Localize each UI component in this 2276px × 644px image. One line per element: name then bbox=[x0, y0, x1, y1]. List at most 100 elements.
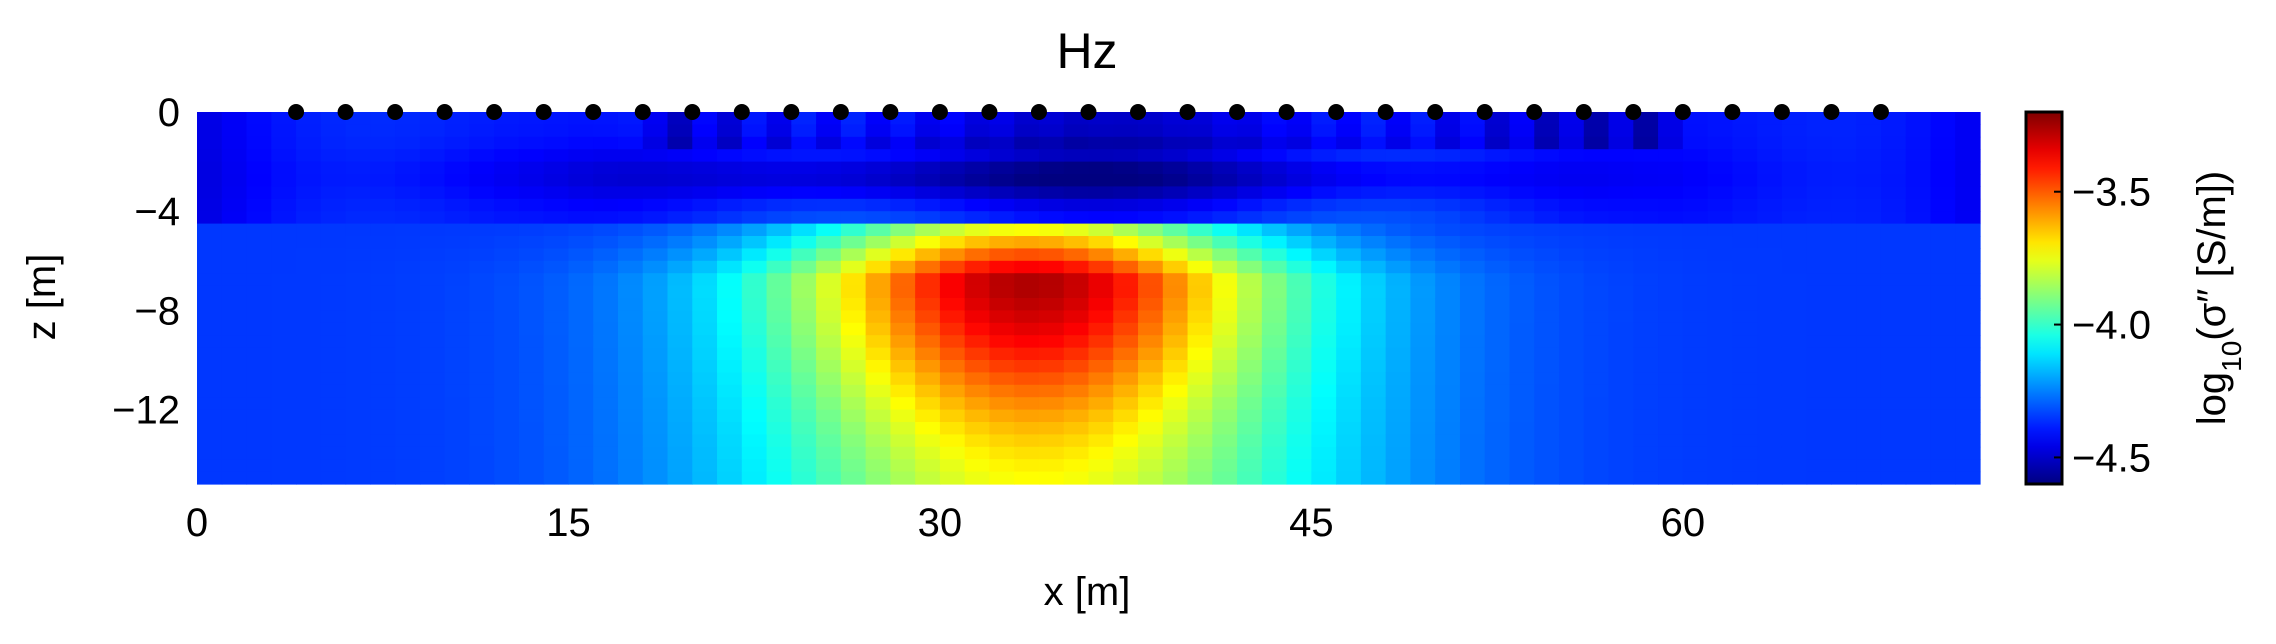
heatmap-cell bbox=[221, 285, 248, 299]
heatmap-cell bbox=[1385, 285, 1412, 299]
heatmap-cell bbox=[221, 409, 248, 423]
heatmap-cell bbox=[915, 149, 941, 163]
heatmap-cell bbox=[1385, 459, 1412, 473]
heatmap-cell bbox=[469, 434, 495, 448]
heatmap-cell bbox=[1360, 174, 1387, 187]
heatmap-cell bbox=[197, 248, 223, 262]
heatmap-cell bbox=[1360, 422, 1387, 435]
heatmap-cell bbox=[816, 434, 842, 448]
heatmap-cell bbox=[1113, 298, 1139, 311]
heatmap-cell bbox=[518, 335, 545, 349]
heatmap-cell bbox=[494, 285, 520, 299]
heatmap-cell bbox=[1583, 471, 1610, 485]
heatmap-cell bbox=[1237, 422, 1263, 435]
heatmap-cell bbox=[816, 459, 842, 473]
heatmap-cell bbox=[1880, 422, 1907, 435]
heatmap-cell bbox=[1608, 298, 1634, 311]
heatmap-cell bbox=[271, 273, 297, 287]
heatmap-cell bbox=[469, 186, 495, 200]
heatmap-cell bbox=[1336, 223, 1362, 237]
heatmap-cell bbox=[1559, 211, 1585, 225]
heatmap-cell bbox=[1608, 149, 1634, 163]
heatmap-cell bbox=[1880, 198, 1907, 212]
heatmap-cell bbox=[667, 372, 693, 386]
heatmap-cell bbox=[617, 223, 644, 237]
heatmap-cell bbox=[1435, 335, 1461, 349]
heatmap-cell bbox=[1410, 422, 1436, 435]
heatmap-cell bbox=[989, 211, 1015, 225]
heatmap-cell bbox=[271, 186, 297, 200]
heatmap-cell bbox=[320, 223, 347, 237]
heatmap-cell bbox=[1237, 397, 1263, 411]
heatmap-cell bbox=[1509, 446, 1535, 460]
heatmap-cell bbox=[221, 397, 248, 411]
heatmap-cell bbox=[1410, 161, 1436, 175]
heatmap-cell bbox=[296, 136, 322, 150]
heatmap-cell bbox=[1905, 446, 1932, 460]
heatmap-cell bbox=[1459, 236, 1486, 249]
heatmap-cell bbox=[494, 360, 520, 373]
heatmap-cell bbox=[271, 136, 297, 150]
heatmap-cell bbox=[1534, 298, 1560, 311]
heatmap-cell bbox=[1633, 223, 1659, 237]
heatmap-cell bbox=[419, 459, 446, 473]
heatmap-cell bbox=[791, 174, 817, 187]
heatmap-cell bbox=[1138, 285, 1164, 299]
heatmap-cell bbox=[1063, 198, 1090, 212]
heatmap-cell bbox=[1658, 372, 1684, 386]
heatmap-cell bbox=[1880, 149, 1907, 163]
heatmap-cell bbox=[667, 236, 693, 249]
colorbar-gradient bbox=[2024, 110, 2064, 486]
heatmap-cell bbox=[1459, 409, 1486, 423]
heatmap-cell bbox=[1682, 347, 1709, 361]
heatmap-cell bbox=[1162, 434, 1189, 448]
heatmap-cell bbox=[964, 273, 991, 287]
heatmap-cell bbox=[791, 384, 817, 398]
heatmap-cell bbox=[444, 285, 470, 299]
heatmap-cell bbox=[320, 446, 347, 460]
heatmap-cell bbox=[766, 248, 792, 262]
heatmap-cell bbox=[642, 236, 669, 249]
heatmap-cell bbox=[543, 298, 570, 311]
heatmap-cell bbox=[1955, 471, 1981, 485]
heatmap-cell bbox=[1237, 384, 1263, 398]
heatmap-cell bbox=[1187, 322, 1213, 336]
heatmap-cell bbox=[865, 161, 891, 175]
heatmap-cell bbox=[1905, 322, 1932, 336]
heatmap-cell bbox=[221, 335, 248, 349]
heatmap-cell bbox=[1707, 335, 1733, 349]
heatmap-cell bbox=[1484, 471, 1511, 485]
heatmap-cell bbox=[791, 372, 817, 386]
heatmap-cell bbox=[419, 335, 446, 349]
heatmap-cell bbox=[1311, 174, 1337, 187]
heatmap-cell bbox=[345, 471, 371, 485]
heatmap-cell bbox=[320, 186, 347, 200]
heatmap-cell bbox=[766, 298, 792, 311]
heatmap-cell bbox=[1880, 384, 1907, 398]
heatmap-cell bbox=[419, 248, 446, 262]
heatmap-cell bbox=[1286, 174, 1312, 187]
heatmap-cell bbox=[543, 285, 570, 299]
heatmap-cell bbox=[816, 422, 842, 435]
heatmap-cell bbox=[1559, 446, 1585, 460]
heatmap-cell bbox=[1014, 347, 1040, 361]
heatmap-cell bbox=[1806, 248, 1833, 262]
heatmap-cell bbox=[717, 260, 743, 274]
heatmap-cell bbox=[370, 434, 396, 448]
colorbar-label: log10(σ″ [S/m]) bbox=[2190, 171, 2247, 426]
heatmap-cell bbox=[989, 298, 1015, 311]
heatmap-cell bbox=[1435, 211, 1461, 225]
heatmap-cell bbox=[1360, 198, 1387, 212]
heatmap-cell bbox=[568, 174, 594, 187]
heatmap-cell bbox=[1930, 335, 1956, 349]
heatmap-cell bbox=[915, 372, 941, 386]
heatmap-cell bbox=[345, 298, 371, 311]
heatmap-cell bbox=[1336, 434, 1362, 448]
heatmap-cell bbox=[221, 422, 248, 435]
heatmap-cell bbox=[915, 335, 941, 349]
electrode-marker bbox=[634, 104, 651, 120]
heatmap-cell bbox=[791, 322, 817, 336]
heatmap-cell bbox=[444, 273, 470, 287]
heatmap-cell bbox=[1806, 372, 1833, 386]
heatmap-cell bbox=[741, 434, 768, 448]
